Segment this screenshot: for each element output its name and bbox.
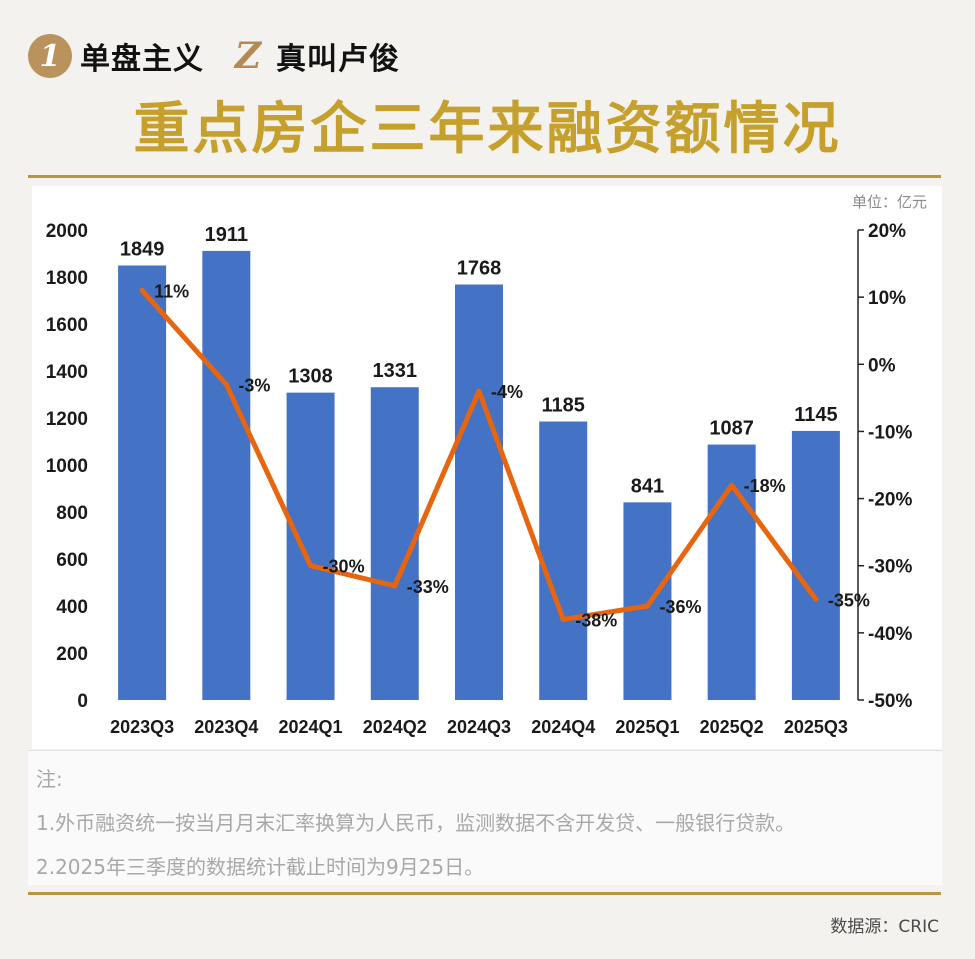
bar (623, 502, 672, 700)
brand-text-2: 真叫卢俊 (276, 42, 400, 77)
y-left-tick-label: 1600 (46, 315, 88, 336)
bar-value-label: 841 (631, 475, 664, 497)
note-line-1: 1.外币融资统一按当月月末汇率换算为人民币，监测数据不含开发贷、一般银行贷款。 (36, 811, 796, 835)
growth-value-label: -38% (575, 610, 617, 630)
growth-point (813, 596, 819, 602)
x-tick-label: 2024Q2 (363, 717, 427, 737)
bar-value-label: 1185 (542, 395, 585, 417)
y-right-tick-label: -30% (868, 557, 912, 578)
y-left-tick-label: 1000 (46, 456, 88, 477)
growth-value-label: -36% (659, 597, 701, 617)
page-title: 重点房企三年来融资额情况 (133, 96, 842, 162)
bar-value-label: 1087 (709, 418, 754, 440)
y-left-tick-label: 1400 (46, 362, 88, 383)
growth-value-label: 11% (154, 281, 189, 301)
growth-point (729, 482, 735, 488)
brand-badge-1: 1 (28, 34, 72, 78)
y-right-tick-label: -20% (868, 490, 912, 511)
brand-text-1: 单盘主义 (80, 42, 204, 77)
notes-heading: 注: (36, 767, 63, 791)
x-tick-label: 2024Q3 (447, 717, 511, 737)
growth-point (308, 563, 314, 569)
growth-value-label: -30% (323, 557, 365, 577)
note-line-2: 2.2025年三季度的数据统计截止时间为9月25日。 (36, 855, 485, 879)
growth-point (392, 583, 398, 589)
growth-point (644, 603, 650, 609)
y-left-tick-label: 1200 (46, 409, 88, 430)
y-left-tick-label: 800 (56, 503, 88, 524)
bar (455, 284, 503, 700)
x-tick-label: 2025Q3 (784, 717, 848, 737)
y-left-tick-label: 400 (56, 597, 88, 618)
divider-top (28, 175, 941, 178)
brand-badge-2: Z (234, 35, 262, 77)
bar-value-label: 1331 (373, 360, 418, 382)
bar (202, 250, 251, 701)
unit-label: 单位：亿元 (851, 193, 927, 211)
growth-value-label: -18% (744, 476, 786, 496)
growth-point (223, 381, 229, 387)
y-right-tick-label: -50% (868, 691, 912, 712)
y-right-tick-label: -40% (868, 624, 912, 645)
x-tick-label: 2024Q4 (531, 717, 595, 737)
bar (539, 421, 588, 700)
y-left-tick-label: 1800 (46, 268, 88, 289)
y-left-tick-label: 0 (77, 691, 88, 712)
y-right-tick-label: 20% (868, 221, 906, 242)
y-left-tick-label: 600 (56, 550, 88, 571)
growth-point (560, 616, 566, 622)
bar (286, 392, 335, 700)
growth-point (476, 388, 482, 394)
growth-value-label: -4% (491, 382, 523, 402)
brand-header: 1 单盘主义 Z 真叫卢俊 (28, 34, 400, 78)
bar-value-label: 1768 (457, 258, 502, 280)
x-tick-label: 2025Q2 (700, 717, 764, 737)
growth-value-label: -35% (828, 590, 870, 610)
notes-box: 注: 1.外币融资统一按当月月末汇率换算为人民币，监测数据不含开发贷、一般银行贷… (28, 750, 942, 885)
x-tick-label: 2025Q1 (615, 717, 679, 737)
growth-point (139, 287, 145, 293)
bar (118, 265, 167, 700)
bar-value-label: 1849 (120, 238, 165, 260)
bar-value-label: 1308 (288, 366, 333, 388)
y-right-tick-label: 0% (868, 355, 896, 376)
y-left-tick-label: 2000 (46, 221, 88, 242)
x-tick-label: 2023Q3 (110, 717, 174, 737)
divider-bottom (28, 892, 941, 895)
growth-value-label: -33% (407, 577, 449, 597)
bar (791, 430, 840, 700)
x-tick-label: 2024Q1 (279, 717, 343, 737)
y-left-tick-label: 200 (56, 644, 88, 665)
bar-value-label: 1145 (794, 404, 837, 426)
source-label: 数据源：CRIC (830, 917, 939, 937)
x-tick-label: 2023Q4 (194, 717, 258, 737)
bar-value-label: 1911 (205, 224, 248, 246)
y-right-tick-label: 10% (868, 288, 906, 309)
y-right-tick-label: -10% (868, 422, 912, 443)
growth-value-label: -3% (238, 375, 270, 395)
